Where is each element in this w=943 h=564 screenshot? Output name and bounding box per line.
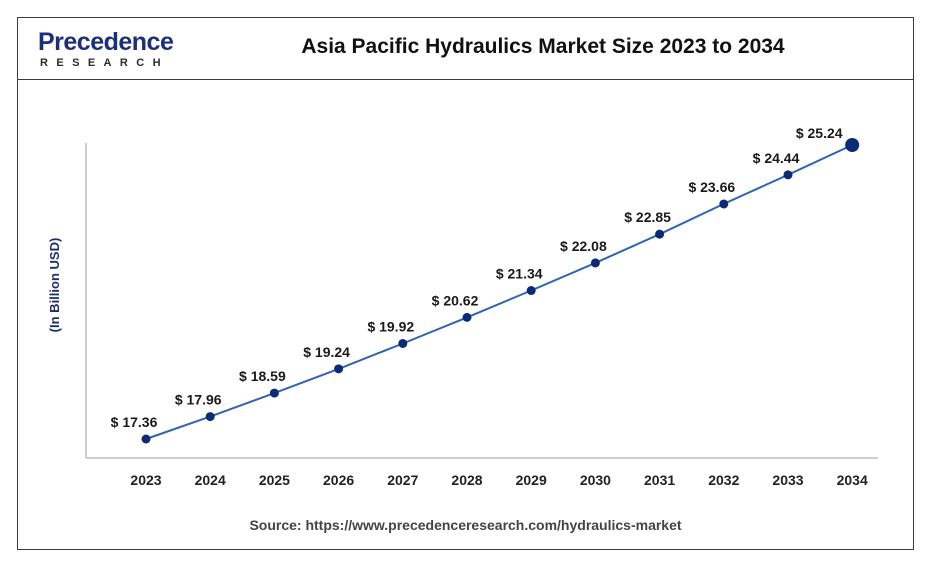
x-tick-label: 2026 (323, 472, 354, 488)
x-tick-label: 2027 (387, 472, 418, 488)
data-point[interactable] (398, 338, 408, 348)
brand-subtitle: RESEARCH (40, 57, 169, 69)
data-label: $ 21.34 (496, 266, 543, 282)
data-point[interactable] (205, 412, 215, 422)
x-tick-label: 2030 (580, 472, 611, 488)
x-tick-label: 2031 (644, 472, 675, 488)
x-tick-label: 2034 (837, 472, 868, 488)
data-label: $ 23.66 (688, 179, 735, 195)
data-label: $ 24.44 (753, 150, 800, 166)
data-point[interactable] (334, 364, 344, 374)
source-url[interactable]: https://www.precedenceresearch.com/hydra… (305, 517, 682, 533)
data-label: $ 17.36 (111, 414, 158, 430)
source-prefix: Source: (249, 517, 306, 533)
data-point[interactable] (845, 138, 860, 152)
x-tick-label: 2029 (516, 472, 547, 488)
data-label: $ 19.24 (303, 344, 350, 360)
data-point[interactable] (526, 286, 536, 296)
x-tick-label: 2025 (259, 472, 290, 488)
x-tick-label: 2023 (130, 472, 161, 488)
data-label: $ 18.59 (239, 368, 286, 384)
data-label: $ 19.92 (367, 318, 414, 334)
data-point[interactable] (462, 312, 472, 322)
chart-frame: Precedence RESEARCH Asia Pacific Hydraul… (17, 17, 914, 550)
data-point[interactable] (590, 258, 600, 268)
source-note: Source: https://www.precedenceresearch.c… (18, 517, 913, 533)
x-tick-label: 2032 (708, 472, 739, 488)
x-tick-label: 2024 (195, 472, 226, 488)
data-label: $ 20.62 (432, 292, 479, 308)
data-point[interactable] (269, 388, 279, 398)
data-label: $ 17.96 (175, 392, 222, 408)
brand-name: Precedence (38, 28, 174, 56)
chart-title: Asia Pacific Hydraulics Market Size 2023… (301, 35, 785, 58)
data-label: $ 22.85 (624, 209, 671, 225)
data-label: $ 25.24 (796, 125, 843, 141)
line-chart: $ 17.36 2023 $ 17.96 2024 $ 18.59 2025 $ 19.24… (85, 125, 878, 488)
brand-logo: Precedence RESEARCH (38, 28, 198, 72)
series-line (145, 144, 853, 440)
data-label: $ 22.08 (560, 238, 607, 254)
chart-header: Precedence RESEARCH Asia Pacific Hydraul… (18, 18, 913, 80)
x-tick-label: 2028 (451, 472, 482, 488)
data-point[interactable] (719, 199, 729, 209)
x-tick-label: 2033 (772, 472, 803, 488)
data-point[interactable] (141, 434, 151, 444)
data-point[interactable] (783, 170, 793, 180)
data-point[interactable] (655, 229, 665, 239)
